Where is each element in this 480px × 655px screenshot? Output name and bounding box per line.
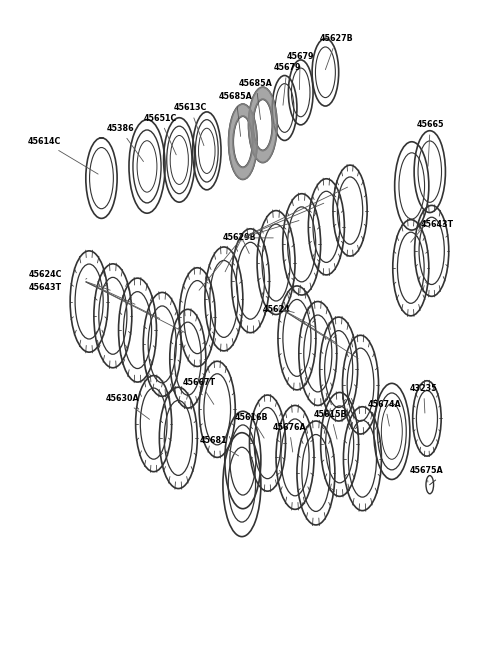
Text: 45614C: 45614C xyxy=(27,138,98,174)
Text: 45630A: 45630A xyxy=(105,394,150,419)
Text: 45681: 45681 xyxy=(200,436,239,456)
Text: 45667T: 45667T xyxy=(183,377,216,404)
Text: 45643T: 45643T xyxy=(420,220,454,229)
Text: 45615B: 45615B xyxy=(314,410,348,439)
Text: 45386: 45386 xyxy=(106,124,144,162)
Text: 45679: 45679 xyxy=(273,64,300,105)
Text: 45629B: 45629B xyxy=(223,233,257,242)
Text: 45627B: 45627B xyxy=(320,34,353,69)
Text: 45685A: 45685A xyxy=(219,92,253,136)
Text: 45624C: 45624C xyxy=(28,270,62,279)
Text: 45624: 45624 xyxy=(263,305,290,314)
Text: 45674A: 45674A xyxy=(368,400,402,426)
Text: 45685A: 45685A xyxy=(239,79,273,119)
Text: 45679: 45679 xyxy=(287,52,314,90)
Text: 45613C: 45613C xyxy=(174,103,207,145)
Text: 45676A: 45676A xyxy=(272,423,306,452)
Text: 45616B: 45616B xyxy=(234,413,268,438)
Text: 45643T: 45643T xyxy=(28,283,61,291)
Polygon shape xyxy=(249,87,277,162)
Text: 45675A: 45675A xyxy=(410,466,444,482)
Text: 45651C: 45651C xyxy=(143,114,177,155)
Polygon shape xyxy=(228,104,257,179)
Text: 45665: 45665 xyxy=(417,121,444,166)
Text: 43235: 43235 xyxy=(410,384,437,413)
